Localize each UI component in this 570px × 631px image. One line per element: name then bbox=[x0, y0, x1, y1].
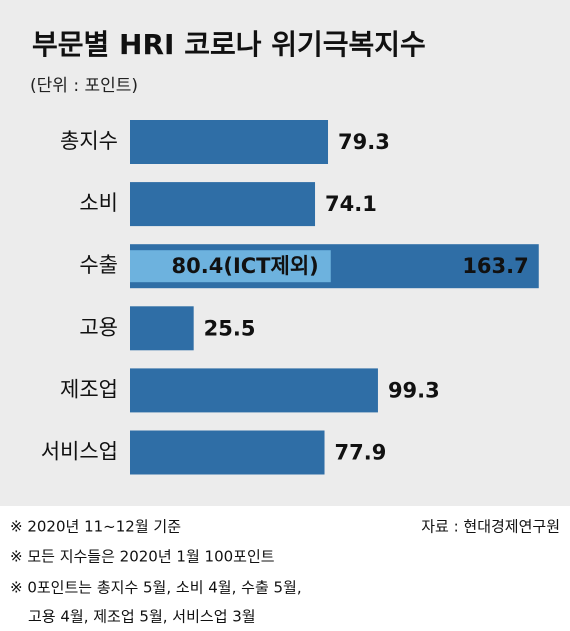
note: ※ 0포인트는 총지수 5월, 소비 4월, 수출 5월, bbox=[10, 579, 302, 597]
category-label: 고용 bbox=[79, 315, 118, 339]
value-label: 163.7 bbox=[462, 254, 528, 278]
source: 자료 : 현대경제연구원 bbox=[421, 518, 560, 536]
chart-title: 부문별 HRI 코로나 위기극복지수 bbox=[32, 28, 426, 61]
bar bbox=[130, 306, 194, 351]
note: ※ 2020년 11~12월 기준 bbox=[10, 518, 181, 536]
value-label: 99.3 bbox=[388, 378, 440, 402]
chart-subtitle: (단위 : 포인트) bbox=[30, 76, 138, 96]
bar bbox=[130, 430, 325, 475]
note: 고용 4월, 제조업 5월, 서비스업 3월 bbox=[28, 608, 256, 626]
value-label: 25.5 bbox=[204, 316, 256, 340]
value-label: 77.9 bbox=[335, 441, 387, 465]
category-label: 수출 bbox=[79, 253, 118, 277]
category-label: 제조업 bbox=[60, 377, 118, 401]
category-label: 총지수 bbox=[60, 129, 118, 153]
category-label: 서비스업 bbox=[41, 440, 118, 464]
note: ※ 모든 지수들은 2020년 1월 100포인트 bbox=[10, 548, 275, 566]
value-label: 80.4(ICT제외) bbox=[172, 254, 319, 278]
value-label: 79.3 bbox=[338, 130, 390, 154]
value-label: 74.1 bbox=[325, 192, 377, 216]
bar bbox=[130, 250, 331, 283]
bar bbox=[130, 368, 378, 413]
bar bbox=[130, 120, 329, 164]
category-label: 소비 bbox=[79, 191, 118, 215]
bar bbox=[130, 182, 316, 227]
